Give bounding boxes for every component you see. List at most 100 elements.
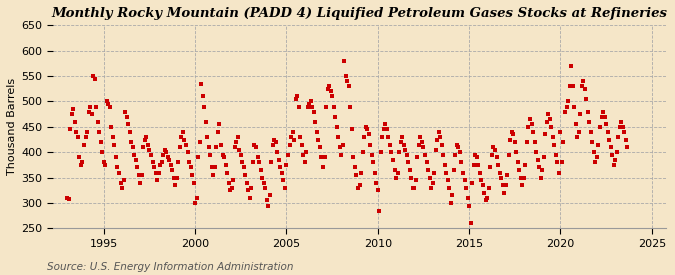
Point	[333, 135, 344, 139]
Point	[389, 168, 400, 172]
Point	[231, 140, 242, 144]
Point	[495, 175, 506, 180]
Point	[517, 183, 528, 188]
Point	[105, 104, 115, 109]
Point	[249, 142, 260, 147]
Point	[605, 145, 616, 149]
Point	[566, 64, 576, 68]
Point	[305, 99, 316, 104]
Point	[129, 153, 140, 157]
Point	[97, 150, 108, 155]
Point	[316, 155, 327, 160]
Point	[416, 140, 427, 144]
Point	[380, 122, 391, 127]
Point	[217, 153, 228, 157]
Point	[279, 186, 290, 190]
Point	[607, 153, 618, 157]
Point	[342, 79, 353, 83]
Point	[307, 104, 318, 109]
Point	[549, 142, 560, 147]
Point	[298, 153, 308, 157]
Point	[236, 153, 246, 157]
Point	[62, 196, 73, 200]
Point	[537, 168, 547, 172]
Point	[620, 137, 631, 142]
Point	[250, 145, 261, 149]
Point	[301, 150, 312, 155]
Point	[563, 99, 574, 104]
Point	[368, 160, 379, 164]
Point	[375, 150, 386, 155]
Point	[442, 178, 453, 182]
Point	[462, 196, 473, 200]
Point	[173, 160, 184, 164]
Point	[465, 221, 476, 226]
Point	[402, 153, 412, 157]
Point	[433, 130, 444, 134]
Point	[199, 104, 210, 109]
Point	[344, 84, 354, 88]
Point	[516, 175, 526, 180]
Point	[397, 135, 408, 139]
Point	[439, 163, 450, 167]
Point	[367, 153, 377, 157]
Point	[360, 125, 371, 129]
Point	[100, 163, 111, 167]
Point	[240, 173, 250, 177]
Point	[134, 173, 144, 177]
Point	[475, 170, 485, 175]
Point	[272, 150, 283, 155]
Point	[432, 137, 443, 142]
Point	[554, 170, 564, 175]
Point	[497, 183, 508, 188]
Point	[256, 175, 267, 180]
Point	[187, 173, 198, 177]
Point	[540, 132, 551, 137]
Point	[436, 142, 447, 147]
Point	[464, 203, 475, 208]
Point	[593, 142, 604, 147]
Point	[424, 175, 435, 180]
Point	[321, 104, 331, 109]
Point	[178, 130, 188, 134]
Point	[450, 153, 461, 157]
Point	[446, 201, 456, 205]
Point	[545, 117, 556, 122]
Point	[404, 168, 415, 172]
Point	[387, 158, 398, 162]
Point	[429, 170, 439, 175]
Point	[119, 109, 130, 114]
Point	[215, 142, 226, 147]
Point	[522, 140, 533, 144]
Point	[529, 140, 540, 144]
Point	[310, 120, 321, 124]
Point	[531, 150, 541, 155]
Point	[470, 153, 481, 157]
Point	[63, 197, 74, 202]
Point	[510, 140, 520, 144]
Point	[467, 180, 478, 185]
Point	[232, 135, 243, 139]
Point	[420, 153, 431, 157]
Point	[532, 158, 543, 162]
Point	[184, 160, 194, 164]
Point	[283, 153, 294, 157]
Point	[377, 135, 387, 139]
Point	[348, 155, 359, 160]
Point	[179, 137, 190, 142]
Point	[289, 137, 300, 142]
Point	[223, 180, 234, 185]
Point	[164, 158, 175, 162]
Point	[72, 135, 83, 139]
Point	[511, 150, 522, 155]
Point	[141, 135, 152, 139]
Point	[561, 104, 572, 109]
Point	[71, 130, 82, 134]
Point	[504, 153, 514, 157]
Point	[234, 147, 244, 152]
Point	[426, 186, 437, 190]
Point	[281, 163, 292, 167]
Point	[248, 160, 259, 164]
Point	[584, 120, 595, 124]
Text: Source: U.S. Energy Information Administration: Source: U.S. Energy Information Administ…	[47, 262, 294, 272]
